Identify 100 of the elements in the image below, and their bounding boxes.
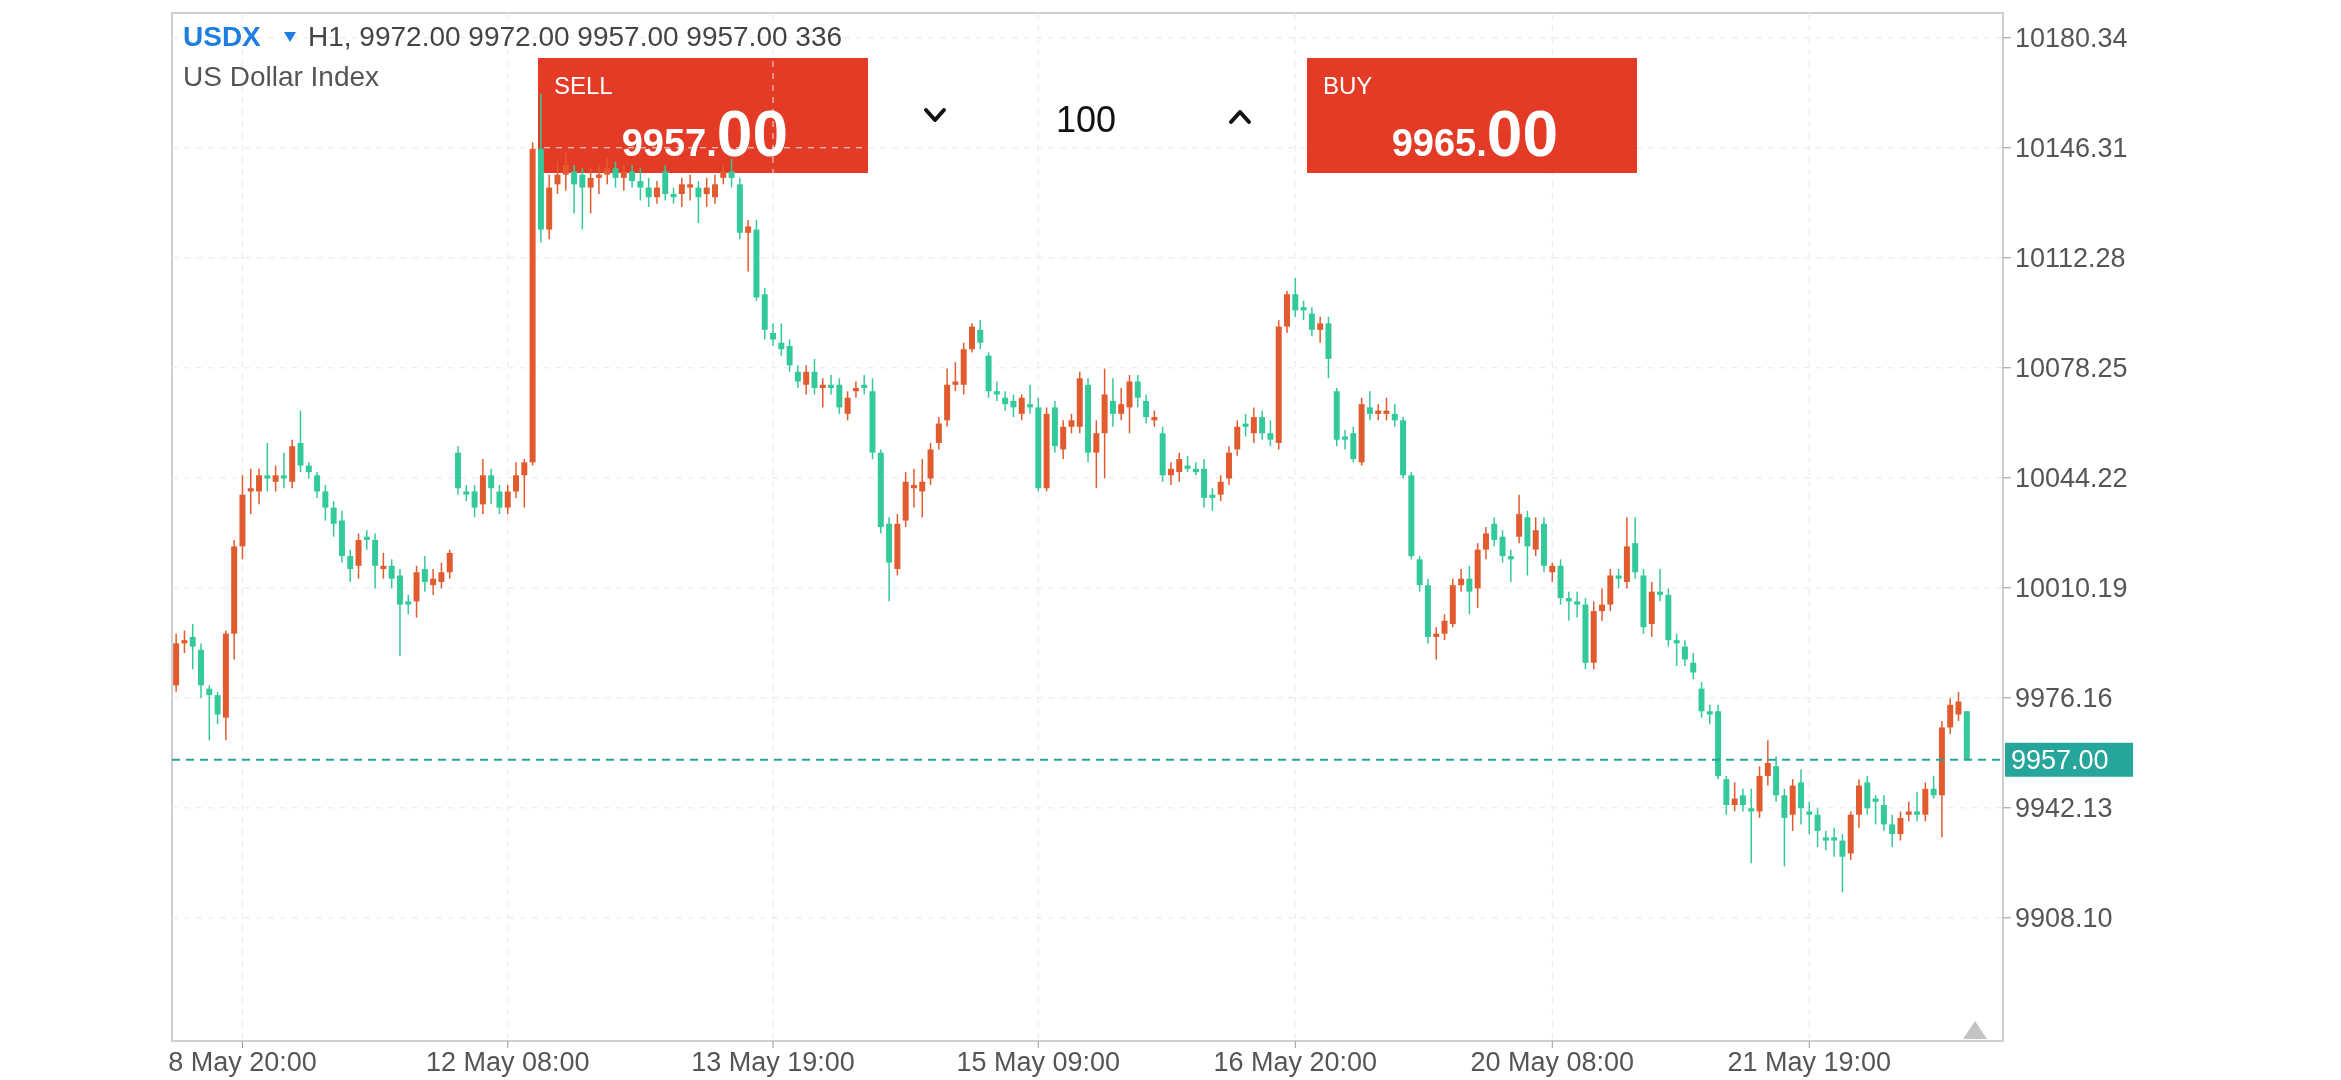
candlestick [1673, 632, 1680, 667]
candlestick [1433, 626, 1440, 661]
candlestick [1242, 413, 1249, 438]
candlestick [1491, 516, 1498, 548]
candlestick [770, 322, 777, 347]
candlestick [1292, 277, 1299, 318]
candlestick [1134, 374, 1141, 409]
candlestick [1930, 775, 1937, 800]
annotation: H1, 9972.00 9972.00 9957.00 9957.00 336 [308, 21, 843, 52]
candlestick [1482, 526, 1489, 561]
candlestick [347, 548, 354, 583]
candlestick [1259, 409, 1266, 441]
candlestick [247, 468, 254, 515]
candlestick [844, 390, 851, 422]
candlestick [1375, 403, 1382, 422]
candlestick [1516, 493, 1523, 544]
candlestick [595, 164, 602, 195]
candlestick [678, 177, 685, 208]
candlestick [1458, 568, 1465, 593]
candlestick [1748, 788, 1755, 864]
candlestick [1806, 801, 1813, 835]
candlestick [206, 684, 213, 742]
candlestick [579, 167, 586, 231]
candlestick [1731, 781, 1738, 813]
candlestick [728, 157, 735, 189]
candlestick [1507, 548, 1514, 583]
candlestick [256, 468, 263, 506]
candlestick [720, 164, 727, 186]
candlestick [587, 167, 594, 215]
candlestick [1681, 639, 1688, 667]
candlestick [1574, 590, 1581, 619]
candlestick [1532, 516, 1539, 557]
candlestick [1209, 487, 1216, 512]
annotation: SELL [554, 72, 613, 99]
y-tick-label: 9908.10 [2015, 903, 2113, 934]
candlestick [496, 484, 503, 515]
y-tick-label: 10112.28 [2015, 243, 2126, 274]
candlestick [1018, 393, 1025, 422]
candlestick [1690, 652, 1697, 680]
y-tick-label: 10180.34 [2015, 23, 2128, 54]
candlestick [388, 558, 395, 590]
y-tick-label: 9976.16 [2015, 683, 2113, 714]
candlestick [1880, 794, 1887, 832]
candlestick [1300, 299, 1307, 321]
candlestick [952, 361, 959, 392]
candlestick [861, 374, 868, 396]
x-tick-label: 12 May 08:00 [425, 1047, 590, 1077]
chart-title: USDX [183, 21, 262, 52]
candlestick [969, 322, 975, 354]
candlestick [280, 451, 287, 489]
candlestick [405, 594, 412, 616]
candlestick [330, 500, 337, 538]
candlestick [521, 458, 528, 509]
candlestick [1831, 826, 1838, 858]
x-tick-label: 16 May 20:00 [1213, 1047, 1378, 1077]
ref-line-label: 9957.00 [2011, 745, 2109, 776]
candlestick [1267, 419, 1274, 447]
candlestick [1549, 561, 1556, 583]
candlestick [363, 529, 370, 551]
candlestick [1366, 390, 1373, 422]
candlestick [1109, 377, 1116, 428]
candlestick [1499, 529, 1506, 564]
candlestick [1118, 387, 1125, 422]
candlestick [1814, 807, 1821, 848]
annotation: 9965.00 [1391, 98, 1558, 170]
candlestick [1822, 830, 1829, 852]
candlestick [438, 561, 445, 590]
candlestick [662, 164, 669, 202]
x-tick-label: 8 May 20:00 [168, 1047, 317, 1077]
candlestick [1250, 406, 1257, 444]
candlestick [629, 164, 636, 189]
annotation: 100 [1055, 99, 1117, 140]
candlestick [1167, 461, 1174, 486]
candlestick [488, 468, 495, 506]
x-tick-label: 13 May 19:00 [691, 1047, 855, 1077]
candlestick [977, 319, 984, 350]
x-tick-label: 15 May 09:00 [956, 1047, 1121, 1077]
candlestick [1002, 390, 1009, 412]
candlestick [637, 167, 644, 202]
candlestick [1706, 704, 1713, 725]
candlestick [703, 177, 710, 208]
candlestick [1599, 587, 1606, 622]
candlestick [314, 471, 321, 499]
candlestick [1947, 697, 1954, 735]
candlestick [819, 377, 826, 409]
candlestick [604, 157, 611, 186]
candlestick [421, 555, 428, 593]
annotation: 9957.00 [621, 98, 788, 170]
candlestick [1897, 810, 1904, 842]
y-tick-label: 10078.25 [2015, 353, 2128, 384]
candlestick [1739, 788, 1746, 813]
candlestick [1872, 794, 1879, 826]
candlestick [1093, 419, 1100, 489]
candlestick [562, 151, 569, 192]
candlestick [446, 548, 453, 580]
y-tick-label: 10044.22 [2015, 463, 2128, 494]
candlestick [745, 219, 752, 273]
candlestick [305, 461, 312, 480]
text: US Dollar Index [183, 61, 380, 92]
candlestick [919, 458, 926, 519]
